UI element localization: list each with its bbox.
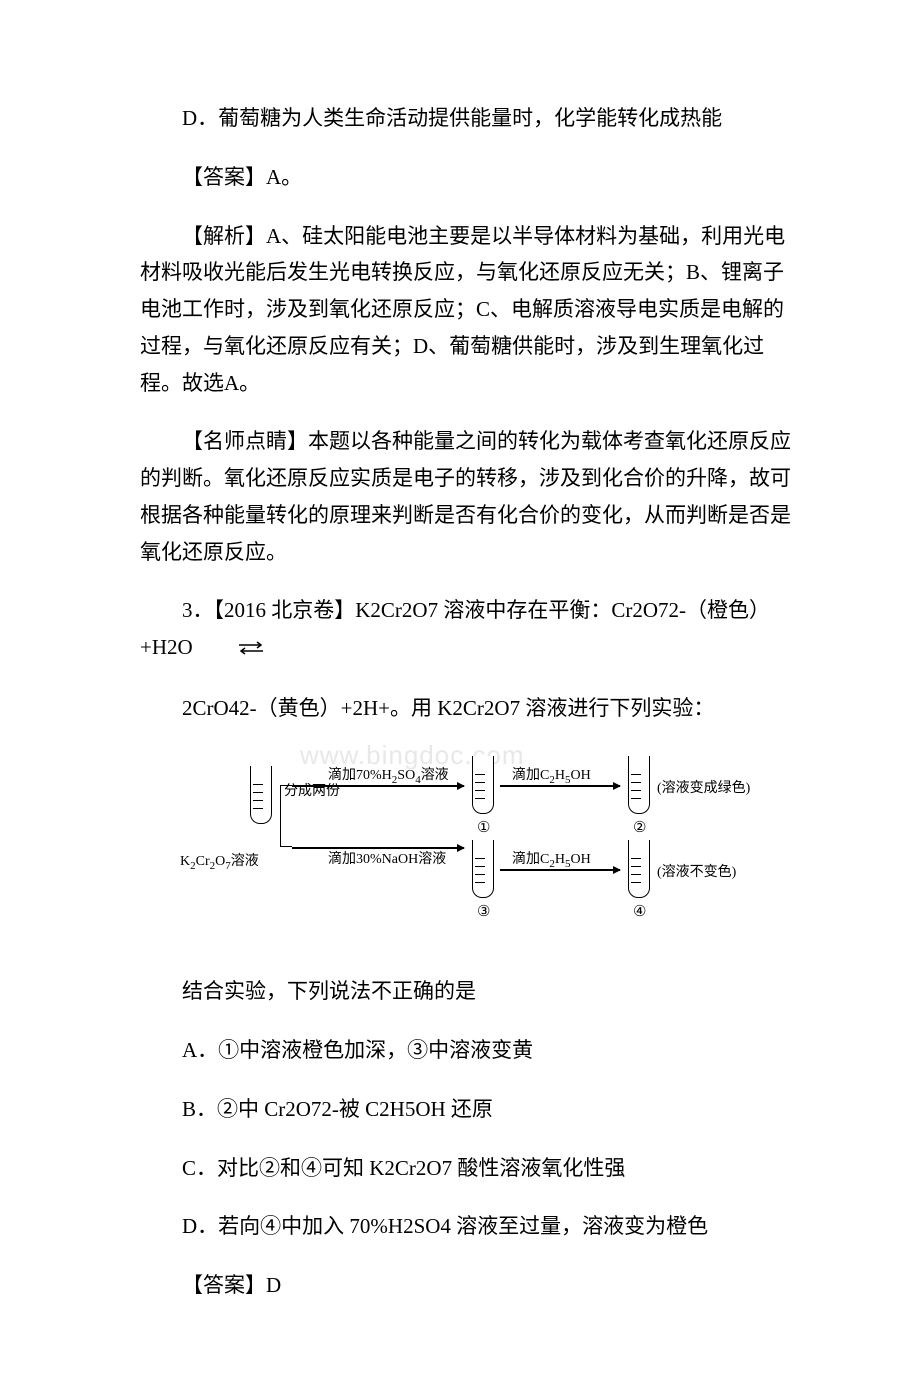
circle-4: ④ <box>633 902 646 921</box>
result-nochange: (溶液不变色) <box>657 861 736 881</box>
question-3-continuation: 2CrO42-（黄色）+2H+。用 K2Cr2O7 溶液进行下列实验： <box>140 690 800 727</box>
option-b: B．②中 Cr2O72-被 C2H5OH 还原 <box>140 1091 800 1128</box>
teacher-note-text: 【名师点睛】本题以各种能量之间的转化为载体考查氧化还原反应的判断。氧化还原反应实… <box>140 423 800 570</box>
circle-2: ② <box>633 818 646 837</box>
experiment-diagram: www.bingdoc.com K2Cr2O7溶液 分成两份 滴加70%H2SO… <box>140 748 800 948</box>
question-prompt: 结合实验，下列说法不正确的是 <box>140 973 800 1010</box>
circle-1: ① <box>477 818 490 837</box>
tube-3 <box>472 840 494 898</box>
circle-3: ③ <box>477 902 490 921</box>
option-c: C．对比②和④可知 K2Cr2O7 酸性溶液氧化性强 <box>140 1150 800 1187</box>
answer-d: 【答案】D <box>140 1267 800 1304</box>
question-3-text: 3．【2016 北京卷】K2Cr2O7 溶液中存在平衡：Cr2O72-（橙色）+… <box>140 592 800 667</box>
arrow-ethanol-top-label: 滴加C2H5OH <box>512 764 591 786</box>
tube-2 <box>628 756 650 814</box>
tube-1 <box>472 756 494 814</box>
tube-4 <box>628 840 650 898</box>
arrow-naoh-label: 滴加30%NaOH溶液 <box>328 848 446 868</box>
result-green: (溶液变成绿色) <box>657 777 750 797</box>
arrow-ethanol-bottom-label: 滴加C2H5OH <box>512 848 591 870</box>
option-d-text: D．葡萄糖为人类生命活动提供能量时，化学能转化成热能 <box>140 100 800 137</box>
option-a: A．①中溶液橙色加深，③中溶液变黄 <box>140 1032 800 1069</box>
analysis-text: 【解析】A、硅太阳能电池主要是以半导体材料为基础，利用光电材料吸收光能后发生光电… <box>140 218 800 402</box>
option-d: D．若向④中加入 70%H2SO4 溶液至过量，溶液变为橙色 <box>140 1208 800 1245</box>
main-solution-label: K2Cr2O7溶液 <box>180 850 259 872</box>
equilibrium-arrow-icon <box>195 631 265 668</box>
arrow-h2so4-label: 滴加70%H2SO4溶液 <box>328 764 449 786</box>
tube-start <box>250 766 272 824</box>
answer-label: 【答案】A。 <box>140 159 800 196</box>
